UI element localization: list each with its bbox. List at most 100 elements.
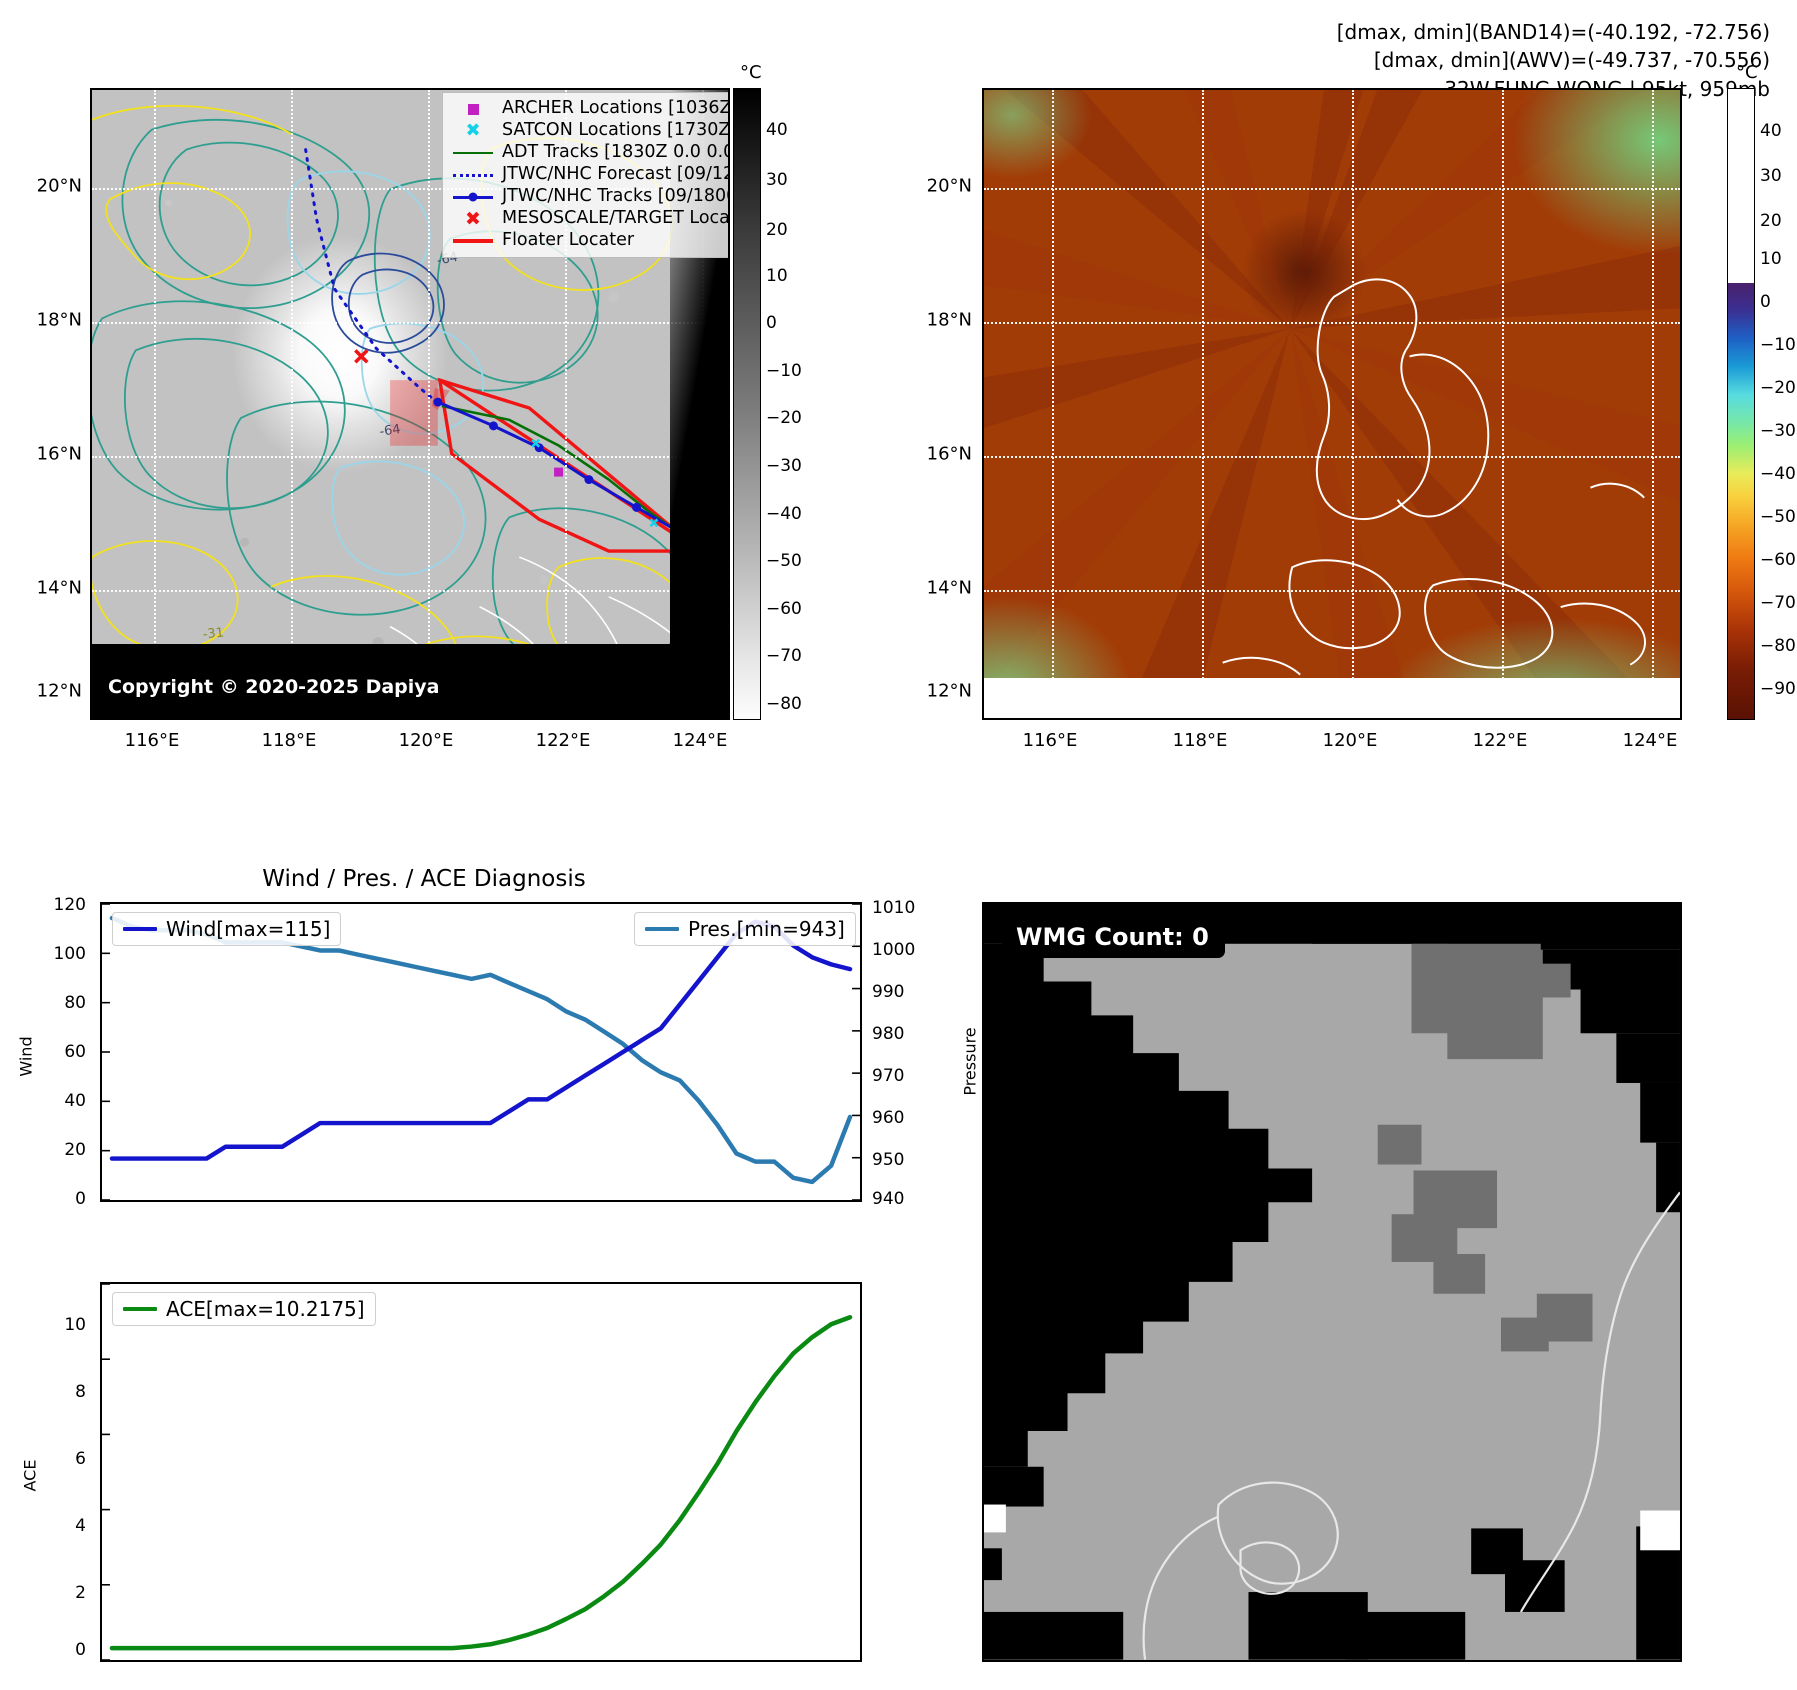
- legend-item-floater[interactable]: Floater Locater: [450, 230, 728, 252]
- wind-legend-swatch: [123, 927, 157, 931]
- pressure-tick: 1000: [872, 940, 916, 960]
- legend-item-archer[interactable]: ARCHER Locations [1036Z]: [450, 98, 728, 120]
- left-map-lon-tick: 122°E: [535, 730, 591, 751]
- right-map-lon-tick: 120°E: [1322, 730, 1378, 751]
- pressure-tick: 1010: [872, 898, 916, 918]
- legend-item-mesoscale[interactable]: ✖ MESOSCALE/TARGET Location: [450, 208, 728, 230]
- left-colorbar-unit: °C: [740, 62, 762, 83]
- right-colorbar-unit: °C: [1736, 62, 1758, 83]
- wmg-panel[interactable]: WMG Count: 0: [982, 902, 1682, 1662]
- wind-tick: 120: [53, 895, 86, 915]
- pressure-tick: 950: [872, 1150, 905, 1170]
- right-map-lat-tick: 18°N: [926, 309, 972, 331]
- left-colorbar-tick: −60: [766, 599, 802, 619]
- ace-plot: [102, 1284, 853, 1660]
- legend-label: Floater Locater: [502, 230, 635, 251]
- right-colorbar-tick: −20: [1760, 378, 1796, 398]
- ace-tick: 0: [75, 1640, 86, 1660]
- legend-label: JTWC/NHC Forecast [09/1200Z]: [502, 164, 728, 185]
- right-colorbar-tick: 30: [1760, 166, 1782, 186]
- left-colorbar-tick: −40: [766, 504, 802, 524]
- right-map-bottom-mask: [984, 678, 1680, 718]
- pressure-tick: 960: [872, 1108, 905, 1128]
- pressure-legend[interactable]: Pres.[min=943]: [634, 912, 856, 946]
- solid-line-icon: [450, 239, 496, 243]
- left-colorbar[interactable]: [733, 88, 761, 720]
- ace-chart-panel[interactable]: [100, 1282, 862, 1662]
- right-colorbar-tick: 20: [1760, 211, 1782, 231]
- ace-legend-swatch: [123, 1307, 157, 1311]
- dotted-line-icon: [450, 173, 496, 177]
- pressure-legend-label: Pres.[min=943]: [688, 917, 845, 941]
- left-colorbar-tick: 40: [766, 120, 788, 140]
- wmg-count-badge: WMG Count: 0: [1002, 918, 1225, 958]
- legend-item-adt[interactable]: ADT Tracks [1830Z 0.0 0.0]: [450, 142, 728, 164]
- left-map-lon-tick: 116°E: [124, 730, 180, 751]
- wind-tick: 0: [75, 1189, 86, 1209]
- right-map-canvas: [984, 90, 1680, 718]
- right-colorbar[interactable]: [1727, 88, 1755, 720]
- legend-item-forecast[interactable]: JTWC/NHC Forecast [09/1200Z]: [450, 164, 728, 186]
- legend-label: MESOSCALE/TARGET Location: [502, 208, 728, 229]
- ace-legend[interactable]: ACE[max=10.2175]: [112, 1292, 376, 1326]
- left-colorbar-tick: −50: [766, 551, 802, 571]
- right-colorbar-tick: −40: [1760, 464, 1796, 484]
- wind-tick: 20: [64, 1140, 86, 1160]
- right-map-graticule: [984, 90, 1680, 718]
- right-colorbar-tick: −50: [1760, 507, 1796, 527]
- wind-pressure-chart-panel[interactable]: [100, 902, 862, 1202]
- dmax-dmin-band14: [dmax, dmin](BAND14)=(-40.192, -72.756): [1336, 20, 1770, 44]
- wind-legend[interactable]: Wind[max=115]: [112, 912, 342, 946]
- right-colorbar-tick: 0: [1760, 292, 1771, 312]
- pressure-tick: 940: [872, 1189, 905, 1209]
- left-colorbar-tick: −20: [766, 408, 802, 428]
- legend-item-tracks[interactable]: JTWC/NHC Tracks [09/1800Z]: [450, 186, 728, 208]
- svg-text:-64: -64: [379, 422, 402, 440]
- legend-label: SATCON Locations [1730Z 92 951]: [502, 120, 728, 141]
- left-colorbar-tick: −30: [766, 456, 802, 476]
- left-map-canvas: -64 -64 -31: [92, 90, 728, 718]
- right-colorbar-tick: −90: [1760, 679, 1796, 699]
- wind-tick: 60: [64, 1042, 86, 1062]
- pressure-tick: 990: [872, 982, 905, 1002]
- left-map-lat-tick: 12°N: [36, 680, 82, 702]
- ace-tick: 8: [75, 1382, 86, 1402]
- wmg-classification-map: [984, 904, 1680, 1660]
- left-map-lon-tick: 120°E: [398, 730, 454, 751]
- left-map-lat-tick: 16°N: [36, 443, 82, 465]
- line-with-dot-icon: [450, 195, 496, 199]
- legend-label: ADT Tracks [1830Z 0.0 0.0]: [502, 142, 728, 163]
- dmax-dmin-awv: [dmax, dmin](AWV)=(-49.737, -70.556): [1373, 48, 1770, 73]
- wind-pressure-plot: [102, 904, 860, 1200]
- pressure-axis-title: Pressure: [960, 1027, 980, 1096]
- legend-label: JTWC/NHC Tracks [09/1800Z]: [502, 186, 728, 207]
- right-colorbar-tick: −10: [1760, 335, 1796, 355]
- right-colorbar-tick: −60: [1760, 550, 1796, 570]
- right-colorbar-tick: −70: [1760, 593, 1796, 613]
- left-colorbar-tick: 30: [766, 170, 788, 190]
- wind-tick: 100: [53, 944, 86, 964]
- right-map-lat-tick: 16°N: [926, 443, 972, 465]
- left-ir-map-panel[interactable]: -64 -64 -31: [90, 88, 730, 720]
- square-marker-icon: [450, 103, 496, 115]
- left-colorbar-tick: −10: [766, 361, 802, 381]
- pressure-tick: 980: [872, 1024, 905, 1044]
- wind-tick: 80: [64, 993, 86, 1013]
- pressure-legend-swatch: [645, 927, 679, 931]
- copyright-notice: Copyright © 2020-2025 Dapiya: [98, 673, 452, 702]
- ace-tick: 6: [75, 1449, 86, 1469]
- svg-text:-31: -31: [202, 625, 225, 642]
- right-bd-map-panel[interactable]: [982, 88, 1682, 720]
- map-legend: ARCHER Locations [1036Z] ✖ SATCON Locati…: [442, 92, 728, 258]
- left-colorbar-tick: 0: [766, 313, 777, 333]
- x-marker-bold-icon: ✖: [465, 207, 481, 230]
- legend-label: ARCHER Locations [1036Z]: [502, 98, 728, 119]
- right-map-coastline-overlay: [1222, 278, 1646, 676]
- pressure-tick: 970: [872, 1066, 905, 1086]
- right-colorbar-tick: 10: [1760, 249, 1782, 269]
- right-map-lon-tick: 118°E: [1172, 730, 1228, 751]
- ace-legend-label: ACE[max=10.2175]: [166, 1297, 365, 1321]
- x-marker-icon: ✖: [465, 120, 481, 141]
- legend-item-satcon[interactable]: ✖ SATCON Locations [1730Z 92 951]: [450, 120, 728, 142]
